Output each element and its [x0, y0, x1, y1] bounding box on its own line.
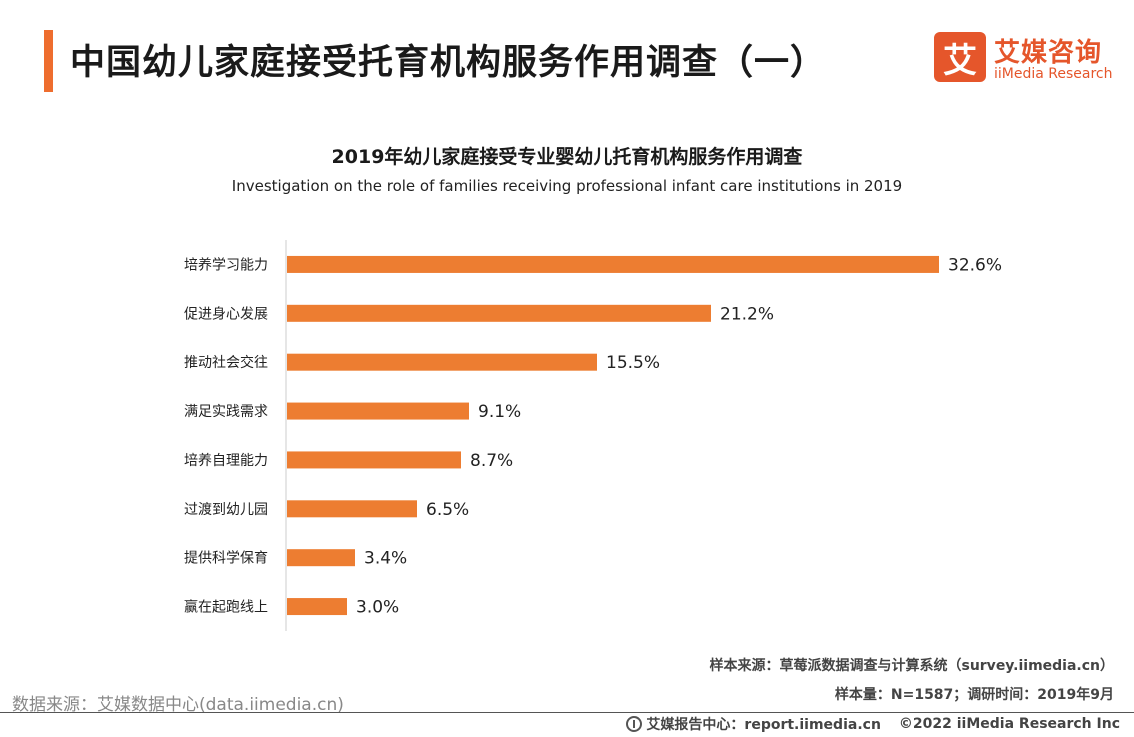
footer-divider	[0, 712, 1134, 713]
copyright: ©2022 iiMedia Research Inc	[898, 716, 1120, 732]
data-label: 3.0%	[356, 598, 399, 618]
bar	[287, 353, 597, 371]
page-title: 中国幼儿家庭接受托育机构服务作用调查（一）	[70, 43, 827, 83]
category-label: 促进身心发展	[184, 306, 268, 322]
bar	[287, 500, 417, 518]
data-label: 6.5%	[426, 500, 469, 520]
sample-source-note: 样本来源：草莓派数据调查与计算系统（survey.iimedia.cn）	[709, 658, 1114, 674]
data-label: 9.1%	[478, 402, 521, 422]
report-center-link[interactable]: 艾媒报告中心：report.iimedia.cn	[646, 717, 881, 733]
data-label: 21.2%	[720, 304, 774, 324]
data-label: 8.7%	[470, 451, 513, 471]
sample-size-note: 样本量：N=1587；调研时间：2019年9月	[834, 687, 1114, 703]
title-accent-bar	[44, 30, 53, 92]
chart-subtitle: Investigation on the role of families re…	[231, 177, 903, 195]
category-label: 推动社会交往	[184, 354, 268, 371]
data-label: 3.4%	[364, 549, 407, 569]
logo-name-en: iiMedia Research	[994, 66, 1113, 82]
globe-icon	[626, 716, 643, 732]
category-label: 赢在起跑线上	[184, 599, 268, 616]
logo-name-cn: 艾媒咨询	[994, 38, 1103, 68]
category-label: 满足实践需求	[184, 404, 268, 420]
bar	[287, 598, 347, 616]
footer: 艾媒报告中心：report.iimedia.cn ©2022 iiMedia R…	[626, 714, 1120, 734]
category-label: 过渡到幼儿园	[184, 502, 268, 518]
bar	[287, 451, 461, 469]
category-label: 培养自理能力	[184, 453, 268, 469]
bar	[287, 402, 469, 420]
brand-logo: 艾 艾媒咨询 iiMedia Research	[934, 32, 1124, 90]
bar	[287, 255, 939, 273]
bar	[287, 549, 355, 567]
logo-icon: 艾	[934, 32, 986, 82]
data-label: 15.5%	[606, 353, 660, 373]
category-label: 提供科学保育	[184, 551, 268, 567]
category-label: 培养学习能力	[184, 257, 268, 273]
data-source: 数据来源：艾媒数据中心(data.iimedia.cn)	[12, 695, 344, 715]
data-label: 32.6%	[948, 255, 1002, 275]
chart-title: 2019年幼儿家庭接受专业婴幼儿托育机构服务作用调查	[331, 146, 803, 168]
bar	[287, 304, 711, 322]
